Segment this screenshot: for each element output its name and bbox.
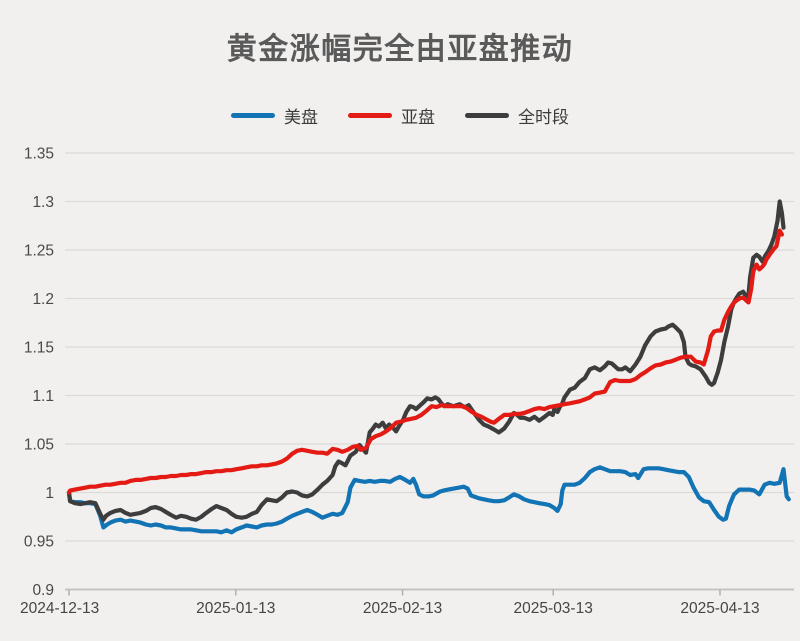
x-axis-ticks: 2024-12-13 2025-01-13 2025-02-13 2025-03-13…	[20, 589, 760, 617]
legend-swatch-us-icon	[231, 113, 275, 118]
y-tick-label: 1.1	[32, 388, 54, 405]
series-line-亚盘	[66, 228, 785, 495]
legend-label-us: 美盘	[284, 108, 318, 127]
legend-item-asia-session[interactable]: 亚盘	[348, 103, 435, 128]
legend: 美盘 亚盘 全时段	[0, 103, 800, 128]
gridlines	[65, 152, 794, 591]
legend-label-asia: 亚盘	[401, 108, 435, 127]
x-tick-label: 2025-04-13	[680, 600, 759, 617]
series-line-美盘	[66, 465, 791, 535]
x-tick-label: 2025-01-13	[196, 600, 275, 617]
x-tick-label: 2025-02-13	[363, 600, 442, 617]
y-tick-label: 1.2	[32, 291, 54, 308]
y-tick-label: 0.95	[24, 534, 54, 551]
y-tick-label: 0.9	[32, 582, 54, 599]
x-tick-label: 2025-03-13	[514, 600, 593, 617]
legend-item-us-session[interactable]: 美盘	[231, 103, 318, 128]
legend-swatch-full-icon	[465, 113, 509, 118]
legend-item-full-session[interactable]: 全时段	[465, 103, 569, 128]
chart-title: 黄金涨幅完全由亚盘推动	[226, 33, 574, 66]
y-tick-label: 1.3	[32, 194, 54, 211]
x-tick-label: 2024-12-13	[20, 600, 99, 617]
y-tick-label: 1.25	[24, 243, 54, 260]
y-tick-label: 1.35	[24, 146, 54, 163]
y-tick-label: 1.05	[24, 437, 54, 454]
legend-label-full: 全时段	[518, 108, 569, 127]
legend-swatch-asia-icon	[348, 113, 392, 118]
y-axis-labels: 1.35 1.3 1.25 1.2 1.15 1.1 1.05 1 0.95 0.9	[24, 146, 54, 600]
y-tick-label: 1	[45, 485, 54, 502]
y-tick-label: 1.15	[24, 340, 54, 357]
